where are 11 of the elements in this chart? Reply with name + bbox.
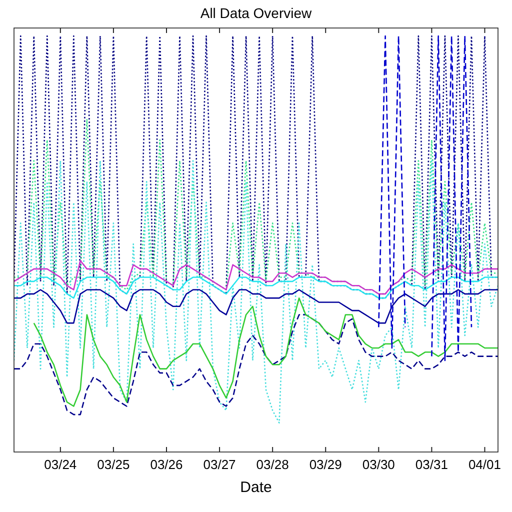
- x-tick-label: 03/24: [44, 457, 77, 472]
- chart-title: All Data Overview: [200, 5, 313, 21]
- x-tick-label: 03/31: [415, 457, 448, 472]
- x-tick-label: 03/28: [256, 457, 289, 472]
- x-tick-label: 03/25: [97, 457, 130, 472]
- x-tick-label: 04/01: [468, 457, 502, 472]
- x-tick-label: 03/30: [362, 457, 395, 472]
- x-tick-label: 03/26: [150, 457, 183, 472]
- x-axis-title: Date: [240, 479, 272, 496]
- x-tick-label: 03/29: [309, 457, 342, 472]
- x-tick-label: 03/27: [203, 457, 236, 472]
